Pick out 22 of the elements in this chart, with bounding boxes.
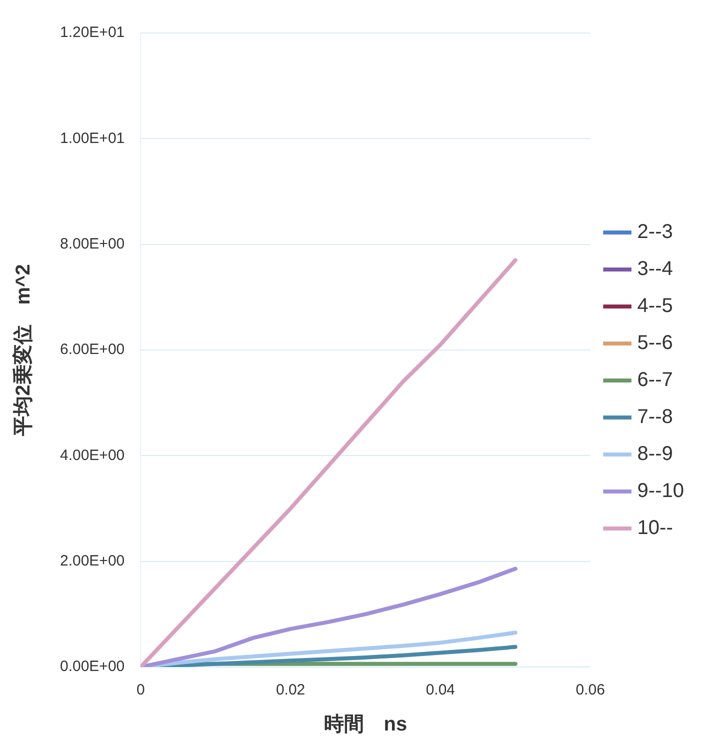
y-tick-label: 8.00E+00 <box>60 235 125 252</box>
legend-label: 2--3 <box>637 221 673 244</box>
y-tick-label: 2.00E+00 <box>60 552 125 570</box>
y-tick-label: 6.00E+00 <box>60 341 125 358</box>
y-tick-label: 0.00E+00 <box>60 658 125 676</box>
y-axis-title: 平均2乗変位 m^2 <box>12 264 35 437</box>
legend-label: 7--8 <box>637 406 673 428</box>
legend-label: 4--5 <box>637 295 673 318</box>
x-tick-label: 0.06 <box>576 682 605 699</box>
x-tick-label: 0 <box>136 682 145 699</box>
legend-label: 10-- <box>637 517 673 540</box>
x-axis-title: 時間 ns <box>324 714 408 736</box>
legend-label: 6--7 <box>637 369 673 392</box>
x-tick-label: 0.04 <box>426 682 456 699</box>
legend-label: 3--4 <box>637 258 673 280</box>
legend-label: 8--9 <box>637 443 673 466</box>
x-tick-label: 0.02 <box>276 682 306 699</box>
legend-label: 9--10 <box>637 480 684 502</box>
y-tick-label: 1.00E+01 <box>60 130 125 147</box>
y-tick-label: 4.00E+00 <box>60 446 125 464</box>
legend-label: 5--6 <box>637 332 673 354</box>
y-tick-label: 1.20E+01 <box>60 24 125 42</box>
